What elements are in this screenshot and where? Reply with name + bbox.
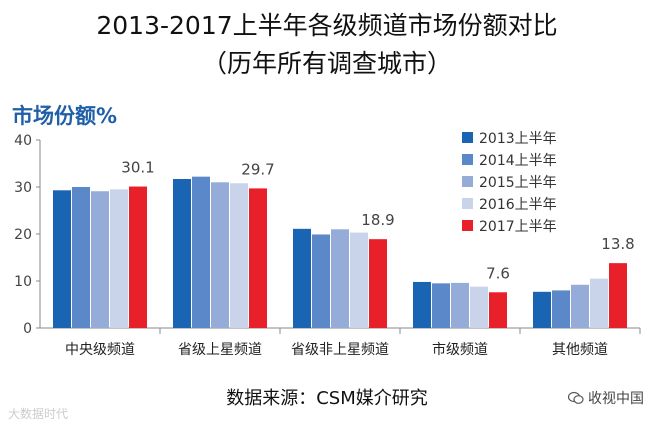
bar [312,234,330,328]
bar [110,189,128,328]
bar [72,187,90,328]
legend-swatch [462,198,473,209]
data-label: 7.6 [486,264,510,282]
bar [129,186,147,328]
bar [230,183,248,328]
wechat-icon [568,391,584,404]
y-tick-label: 30 [14,180,32,196]
legend-swatch [462,176,473,187]
bar [552,290,570,328]
legend-label: 2017上半年 [479,219,557,235]
bar [293,228,311,328]
bar [91,191,109,328]
bar [350,232,368,328]
bar [211,182,229,328]
x-tick-label: 市级频道 [432,341,488,358]
watermark-left: 大数据时代 [8,407,69,421]
legend-label: 2013上半年 [479,131,557,147]
y-tick-label: 10 [14,274,32,290]
bar [451,282,469,328]
watermark-right: 收视中国 [568,388,644,408]
legend-label: 2014上半年 [479,153,557,169]
y-tick-label: 40 [14,133,32,149]
bar [413,281,431,328]
bar [173,179,191,328]
data-label: 29.7 [241,160,274,178]
chart-title-line2: （历年所有调查城市） [201,49,452,78]
bar [571,284,589,328]
legend-swatch [462,220,473,231]
y-tick-label: 0 [23,321,32,337]
legend-swatch [462,132,473,143]
watermark-right-text: 收视中国 [588,391,644,407]
y-axis-label: 市场份额% [12,104,118,128]
bar [609,263,627,328]
bar [432,283,450,328]
bar [369,239,387,328]
bar [331,229,349,328]
x-tick-label: 省级上星频道 [178,342,262,358]
legend-label: 2016上半年 [479,197,557,213]
x-tick-label: 省级非上星频道 [291,342,389,358]
x-tick-label: 中央级频道 [65,342,135,358]
legend-swatch [462,154,473,165]
bar [249,188,267,328]
bar [192,176,210,328]
data-label: 13.8 [601,235,634,253]
bar [470,286,488,328]
y-tick-label: 20 [14,227,32,243]
bar [489,292,507,328]
bar [590,278,608,328]
data-label: 18.9 [361,211,394,229]
bar [533,291,551,328]
data-label: 30.1 [121,159,154,177]
bar [53,190,71,328]
chart-title-line1: 2013-2017上半年各级频道市场份额对比 [96,11,558,40]
x-tick-label: 其他频道 [552,342,608,358]
data-source: 数据来源：CSM媒介研究 [226,388,428,409]
legend-label: 2015上半年 [479,175,557,191]
